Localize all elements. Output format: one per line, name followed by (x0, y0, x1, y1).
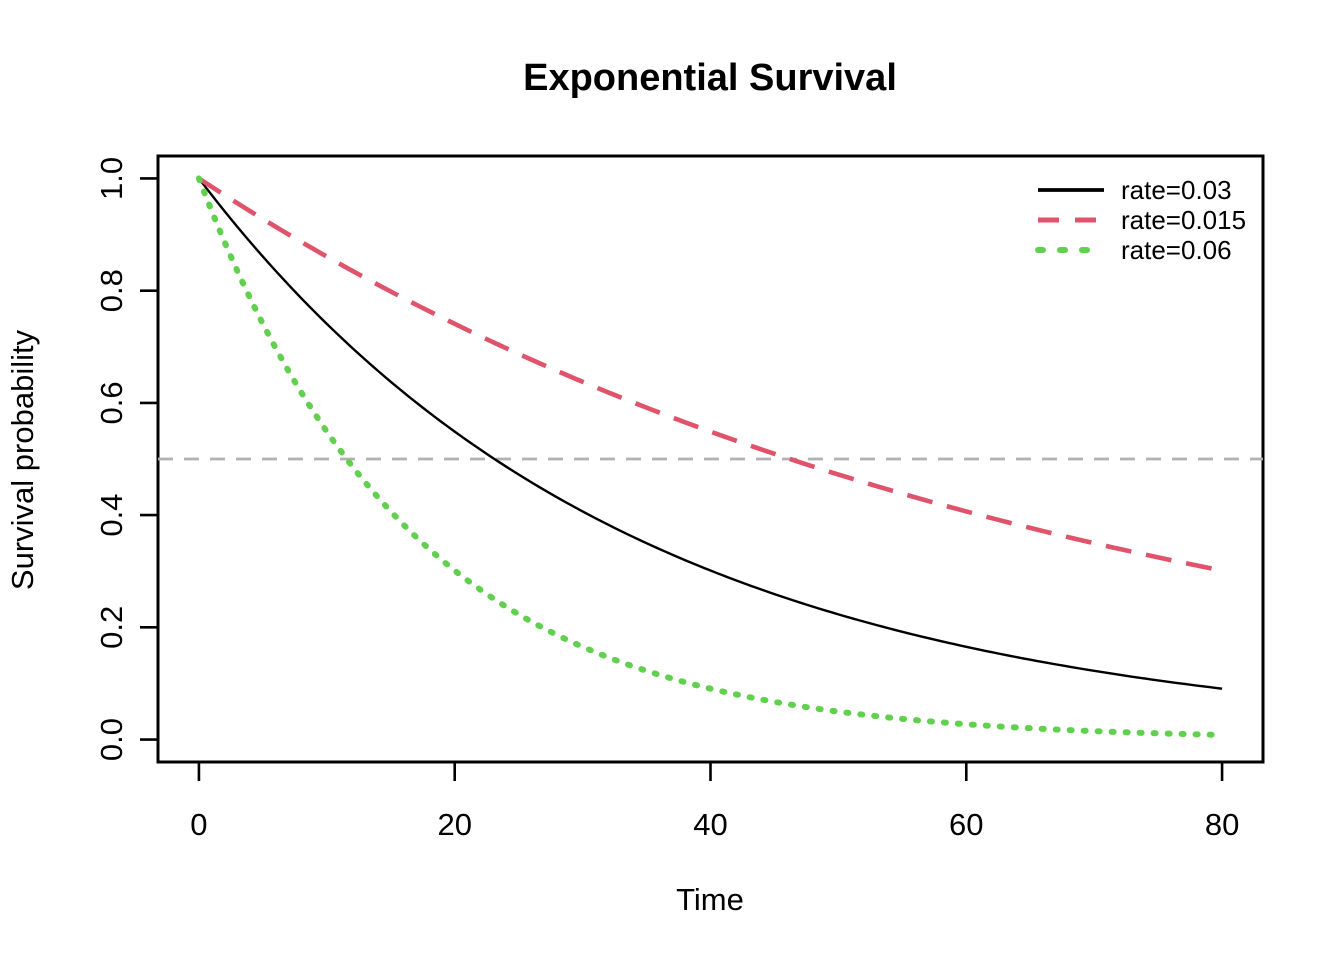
y-tick-label: 0.2 (94, 606, 129, 649)
x-tick-label: 20 (437, 807, 471, 842)
legend-label: rate=0.06 (1121, 235, 1232, 265)
y-tick-label: 0.4 (94, 494, 129, 537)
y-tick-label: 0.6 (94, 381, 129, 424)
y-axis: 0.0 0.2 0.4 0.6 0.8 1.0 (94, 157, 158, 761)
x-tick-label: 0 (190, 807, 207, 842)
series-curve (197, 177, 1223, 690)
series-curve (197, 176, 1223, 573)
y-tick-label: 0.8 (94, 269, 129, 312)
x-axis: 0 20 40 60 80 (190, 762, 1239, 842)
legend-label: rate=0.015 (1121, 205, 1246, 235)
y-tick-label: 0.0 (94, 718, 129, 761)
y-axis-label: Survival probability (5, 329, 40, 590)
x-tick-label: 60 (949, 807, 983, 842)
y-tick-label: 1.0 (94, 157, 129, 200)
series-curve (195, 175, 1226, 738)
x-axis-label: Time (676, 882, 744, 917)
x-tick-label: 40 (693, 807, 727, 842)
legend-label: rate=0.03 (1121, 175, 1232, 205)
x-tick-label: 80 (1205, 807, 1239, 842)
series-curves-group (195, 175, 1226, 738)
chart-title: Exponential Survival (523, 57, 897, 99)
